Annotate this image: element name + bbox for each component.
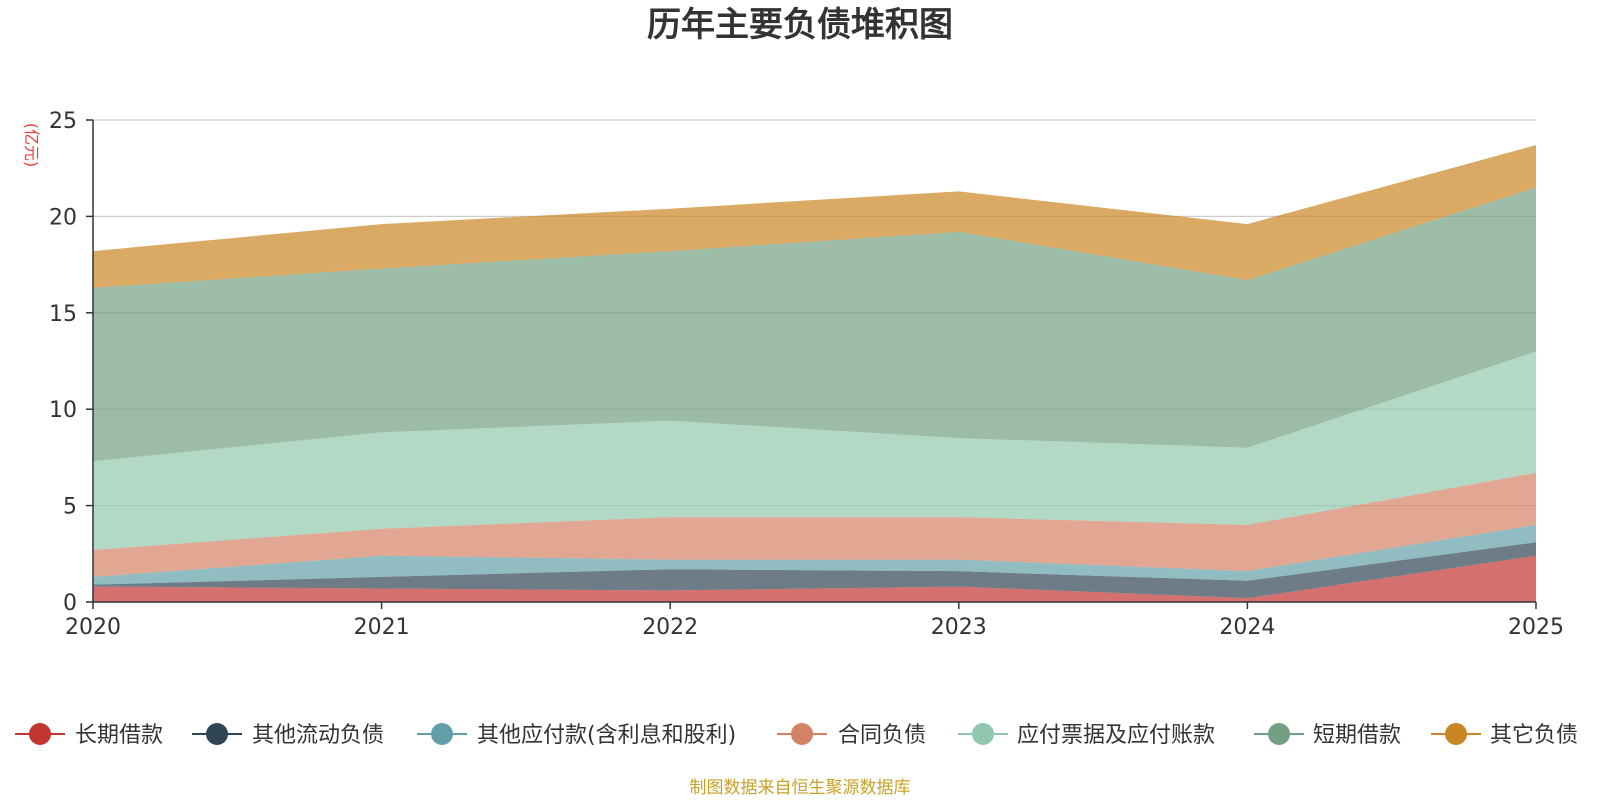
- x-tick-label: 2021: [354, 615, 410, 640]
- y-tick-label: 0: [63, 591, 77, 616]
- legend-label: 短期借款: [1313, 723, 1401, 748]
- legend-marker-icon: [29, 723, 51, 745]
- area-series-2: [93, 524, 1536, 585]
- legend-label: 其他流动负债: [252, 723, 384, 748]
- legend-label: 合同负债: [838, 723, 926, 748]
- chart-title: 历年主要负债堆积图: [647, 5, 953, 45]
- x-tick-label: 2022: [642, 615, 698, 640]
- legend-item-1[interactable]: 其他流动负债: [192, 723, 384, 748]
- x-tick-label: 2023: [931, 615, 987, 640]
- legend[interactable]: 长期借款 其他流动负债 其他应付款(含利息和股利) 合同负债 应付票据及应付账款 短期借款…: [15, 723, 1578, 748]
- y-tick-label: 15: [49, 302, 77, 327]
- y-axis-label: (亿元): [22, 123, 41, 168]
- legend-item-6[interactable]: 其它负债: [1431, 723, 1578, 748]
- area-series-0: [93, 555, 1536, 602]
- data-source-note: 制图数据来自恒生聚源数据库: [690, 778, 911, 798]
- area-series-4: [93, 351, 1536, 550]
- x-tick-label: 2024: [1219, 615, 1275, 640]
- legend-marker-icon: [972, 723, 994, 745]
- y-tick-label: 20: [49, 205, 77, 230]
- y-tick-label: 10: [49, 398, 77, 423]
- legend-item-2[interactable]: 其他应付款(含利息和股利): [417, 723, 736, 748]
- legend-label: 长期借款: [75, 723, 163, 748]
- y-tick-label: 5: [63, 495, 77, 520]
- legend-marker-icon: [1445, 723, 1467, 745]
- legend-item-3[interactable]: 合同负债: [777, 723, 926, 748]
- legend-label: 应付票据及应付账款: [1017, 723, 1215, 748]
- x-tick-label: 2025: [1508, 615, 1564, 640]
- legend-item-4[interactable]: 应付票据及应付账款: [958, 723, 1215, 748]
- area-layers: [93, 145, 1536, 602]
- legend-item-5[interactable]: 短期借款: [1254, 723, 1401, 748]
- x-ticks: 2020 2021 2022 2023 2024 2025: [65, 602, 1564, 640]
- y-ticks: 0 5 10 15 20 25: [49, 109, 93, 616]
- x-tick-label: 2020: [65, 615, 121, 640]
- legend-marker-icon: [431, 723, 453, 745]
- legend-marker-icon: [1268, 723, 1290, 745]
- axes: [92, 120, 1536, 603]
- legend-label: 其他应付款(含利息和股利): [477, 723, 736, 748]
- legend-label: 其它负债: [1490, 723, 1578, 748]
- legend-item-0[interactable]: 长期借款: [15, 723, 163, 748]
- area-series-3: [93, 472, 1536, 577]
- legend-marker-icon: [791, 723, 813, 745]
- area-series-6: [93, 145, 1536, 288]
- legend-marker-icon: [206, 723, 228, 745]
- y-tick-label: 25: [49, 109, 77, 134]
- area-series-5: [93, 187, 1536, 462]
